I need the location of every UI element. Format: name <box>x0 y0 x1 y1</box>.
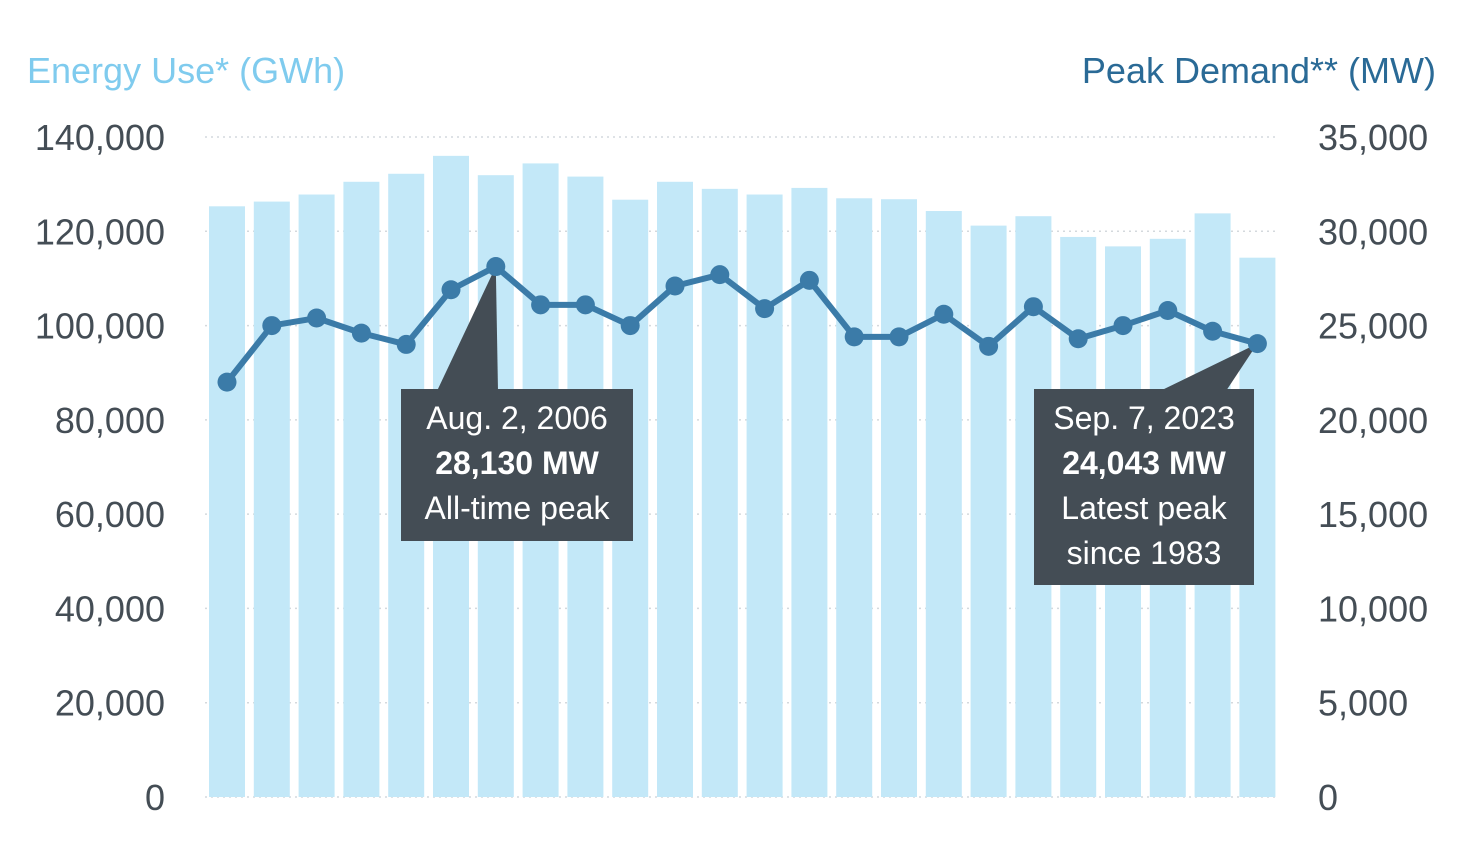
callout-value: 28,130 MW <box>435 445 599 481</box>
energy-bar-17 <box>970 225 1007 798</box>
right-axis-title: Peak Demand** (MW) <box>1082 50 1436 91</box>
energy-bar-15 <box>881 199 917 797</box>
peak-demand-point-21 <box>1158 300 1178 320</box>
left-tick-label: 0 <box>145 777 165 818</box>
callout-latest-peak: Sep. 7, 2023 24,043 MW Latest peak since… <box>1034 389 1254 585</box>
peak-demand-point-20 <box>1113 316 1133 336</box>
callout-note-2: since 1983 <box>1066 535 1222 571</box>
callout-note: Latest peak <box>1061 490 1227 526</box>
callout-date: Sep. 7, 2023 <box>1053 400 1235 436</box>
peak-demand-point-23 <box>1247 334 1267 354</box>
peak-demand-polyline <box>224 263 1259 385</box>
right-tick-label: 20,000 <box>1318 400 1428 441</box>
right-tick-label: 35,000 <box>1318 117 1428 158</box>
right-axis-ticks: 35,000 30,000 25,000 20,000 15,000 10,000 5,00… <box>1318 117 1428 818</box>
left-tick-label: 140,000 <box>35 117 165 158</box>
callout-pointer-latest-peak <box>1160 343 1258 391</box>
right-tick-label: 0 <box>1318 777 1338 818</box>
callout-all-time-peak: Aug. 2, 2006 28,130 MW All-time peak <box>401 389 633 541</box>
peak-demand-point-13 <box>799 270 819 290</box>
callout-note: All-time peak <box>424 490 610 526</box>
left-axis-title: Energy Use* (GWh) <box>27 50 345 91</box>
peak-demand-point-18 <box>1023 297 1043 317</box>
left-tick-label: 60,000 <box>55 494 165 535</box>
energy-bar-0 <box>209 206 245 798</box>
peak-demand-point-3 <box>351 323 371 343</box>
right-tick-label: 25,000 <box>1318 306 1428 347</box>
left-tick-label: 40,000 <box>55 588 165 629</box>
peak-demand-line <box>217 257 1267 392</box>
peak-demand-point-2 <box>307 308 327 328</box>
callout-pointer-all-time-peak <box>437 266 498 391</box>
energy-bar-1 <box>253 201 290 798</box>
right-tick-label: 30,000 <box>1318 211 1428 252</box>
peak-demand-point-12 <box>755 299 775 319</box>
peak-demand-point-0 <box>217 372 237 392</box>
left-tick-label: 20,000 <box>55 683 165 724</box>
right-tick-label: 5,000 <box>1318 683 1408 724</box>
peak-demand-point-14 <box>844 327 864 347</box>
left-tick-label: 80,000 <box>55 400 165 441</box>
energy-bar-2 <box>298 194 335 797</box>
peak-demand-point-4 <box>396 334 416 354</box>
peak-demand-point-9 <box>620 316 640 336</box>
callout-pointers <box>437 266 1258 391</box>
peak-demand-point-7 <box>531 295 551 315</box>
left-tick-label: 120,000 <box>35 211 165 252</box>
peak-demand-point-11 <box>710 265 730 285</box>
energy-bar-14 <box>836 198 873 798</box>
peak-demand-point-17 <box>979 336 999 356</box>
callout-value: 24,043 MW <box>1062 445 1226 481</box>
energy-bar-10 <box>657 181 693 798</box>
peak-demand-point-10 <box>665 276 685 296</box>
peak-demand-point-5 <box>441 280 461 300</box>
left-tick-label: 100,000 <box>35 306 165 347</box>
peak-demand-point-15 <box>889 327 909 347</box>
energy-bar-3 <box>343 181 380 798</box>
peak-demand-point-19 <box>1068 329 1088 349</box>
energy-bar-11 <box>701 188 738 797</box>
right-tick-label: 15,000 <box>1318 494 1428 535</box>
right-tick-label: 10,000 <box>1318 588 1428 629</box>
peak-demand-point-1 <box>262 316 282 336</box>
peak-demand-point-6 <box>486 257 506 277</box>
peak-demand-point-22 <box>1203 321 1223 341</box>
peak-demand-point-8 <box>575 295 595 315</box>
peak-demand-point-16 <box>934 304 954 324</box>
callout-date: Aug. 2, 2006 <box>426 400 608 436</box>
left-axis-ticks: 140,000 120,000 100,000 80,000 60,000 40,000 2… <box>35 117 165 818</box>
energy-bar-12 <box>746 194 783 797</box>
energy-bar-16 <box>925 211 962 797</box>
